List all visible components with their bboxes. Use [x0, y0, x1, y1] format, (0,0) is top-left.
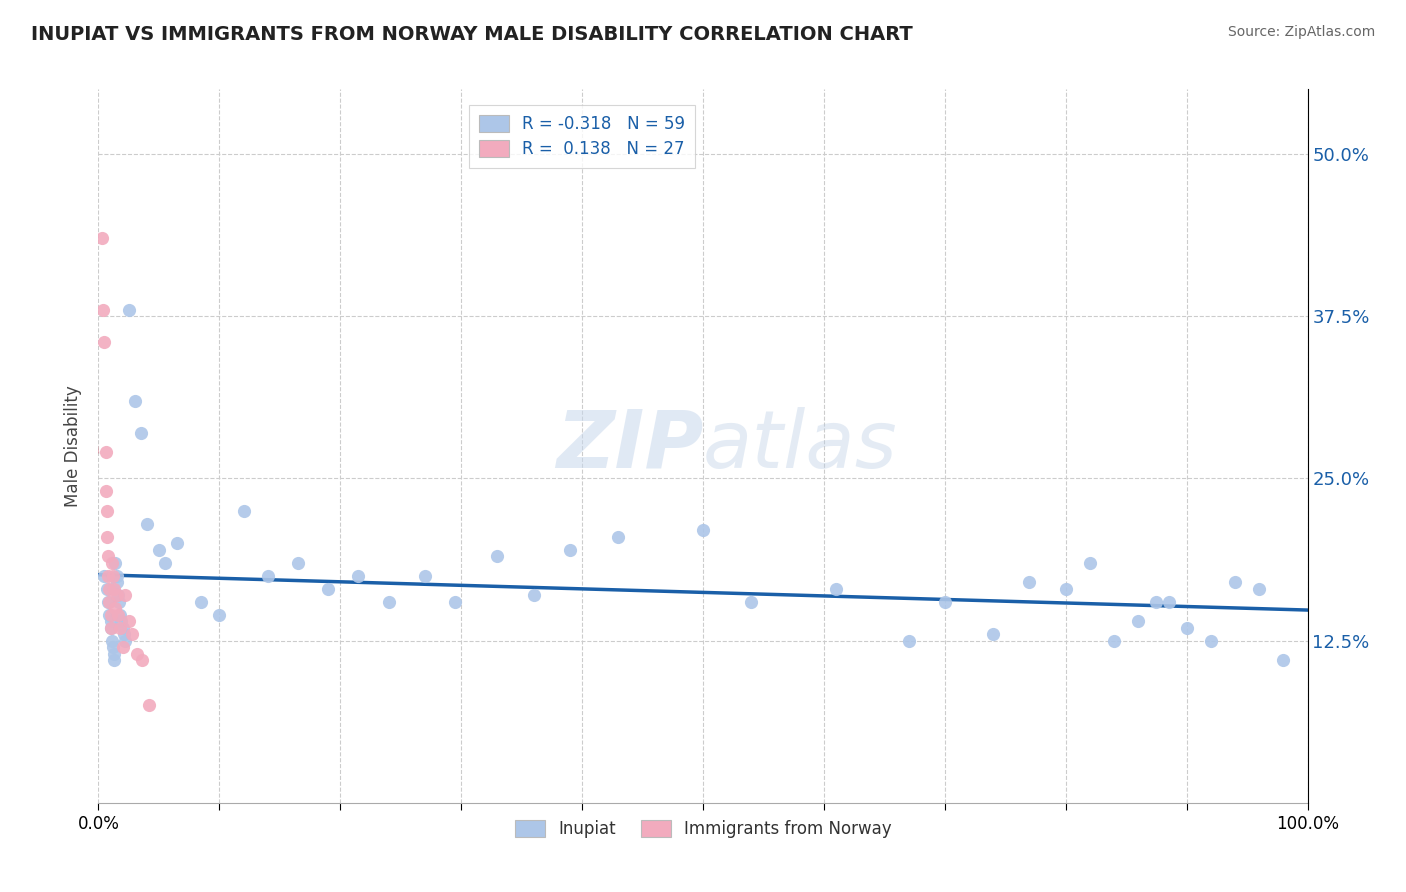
Point [208, 607, 231, 622]
Point [897, 633, 920, 648]
Point [103, 647, 125, 661]
Point [100, 607, 122, 622]
Point [97, 595, 120, 609]
Point [91, 302, 114, 317]
Point [377, 595, 399, 609]
Point [444, 595, 467, 609]
Point [1078, 556, 1101, 570]
Point [100, 556, 122, 570]
Point [94, 445, 117, 459]
Point [1199, 633, 1222, 648]
Point [486, 549, 509, 564]
Point [166, 536, 188, 550]
Point [1175, 621, 1198, 635]
Text: INUPIAT VS IMMIGRANTS FROM NORWAY MALE DISABILITY CORRELATION CHART: INUPIAT VS IMMIGRANTS FROM NORWAY MALE D… [31, 25, 912, 44]
Point [131, 653, 153, 667]
Point [97, 568, 120, 582]
Point [1018, 575, 1040, 590]
Point [105, 575, 128, 590]
Point [100, 621, 122, 635]
Point [740, 595, 762, 609]
Text: ZIP: ZIP [555, 407, 703, 485]
Point [118, 614, 141, 628]
Point [114, 633, 136, 648]
Point [934, 595, 956, 609]
Point [104, 556, 127, 570]
Point [96, 530, 118, 544]
Point [112, 627, 135, 641]
Point [1223, 575, 1246, 590]
Point [153, 556, 176, 570]
Point [1146, 595, 1168, 609]
Text: Source: ZipAtlas.com: Source: ZipAtlas.com [1227, 25, 1375, 39]
Point [108, 607, 131, 622]
Point [103, 653, 125, 667]
Point [981, 627, 1004, 641]
Point [104, 601, 127, 615]
Point [1272, 653, 1295, 667]
Point [148, 542, 170, 557]
Point [1128, 614, 1150, 628]
Point [232, 504, 254, 518]
Text: atlas: atlas [703, 407, 898, 485]
Point [105, 568, 128, 582]
Point [1054, 582, 1077, 596]
Point [100, 633, 122, 648]
Point [1157, 595, 1180, 609]
Point [98, 582, 121, 596]
Point [825, 582, 848, 596]
Point [108, 621, 131, 635]
Point [97, 549, 120, 564]
Point [114, 588, 136, 602]
Point [523, 588, 546, 602]
Point [256, 568, 278, 582]
Point [135, 516, 157, 531]
Point [558, 542, 581, 557]
Point [1249, 582, 1271, 596]
Point [91, 231, 114, 245]
Point [96, 582, 118, 596]
Point [692, 524, 714, 538]
Point [98, 607, 121, 622]
Point [1102, 633, 1125, 648]
Point [413, 568, 436, 582]
Point [316, 582, 339, 596]
Point [287, 556, 309, 570]
Point [93, 335, 115, 350]
Point [101, 640, 124, 654]
Point [94, 484, 117, 499]
Point [138, 698, 160, 713]
Point [121, 627, 143, 641]
Point [101, 568, 124, 582]
Point [96, 504, 118, 518]
Point [105, 588, 128, 602]
Point [127, 647, 149, 661]
Point [190, 595, 212, 609]
Point [347, 568, 370, 582]
Point [93, 568, 115, 582]
Point [111, 640, 134, 654]
Point [98, 595, 121, 609]
Point [103, 582, 125, 596]
Point [107, 607, 129, 622]
Point [124, 393, 146, 408]
Legend: Inupiat, Immigrants from Norway: Inupiat, Immigrants from Norway [505, 810, 901, 848]
Y-axis label: Male Disability: Male Disability [65, 385, 83, 507]
Point [111, 621, 134, 635]
Point [118, 302, 141, 317]
Point [107, 588, 129, 602]
Point [100, 621, 122, 635]
Point [607, 530, 630, 544]
Point [110, 614, 132, 628]
Point [100, 614, 122, 628]
Point [129, 425, 152, 440]
Point [108, 595, 131, 609]
